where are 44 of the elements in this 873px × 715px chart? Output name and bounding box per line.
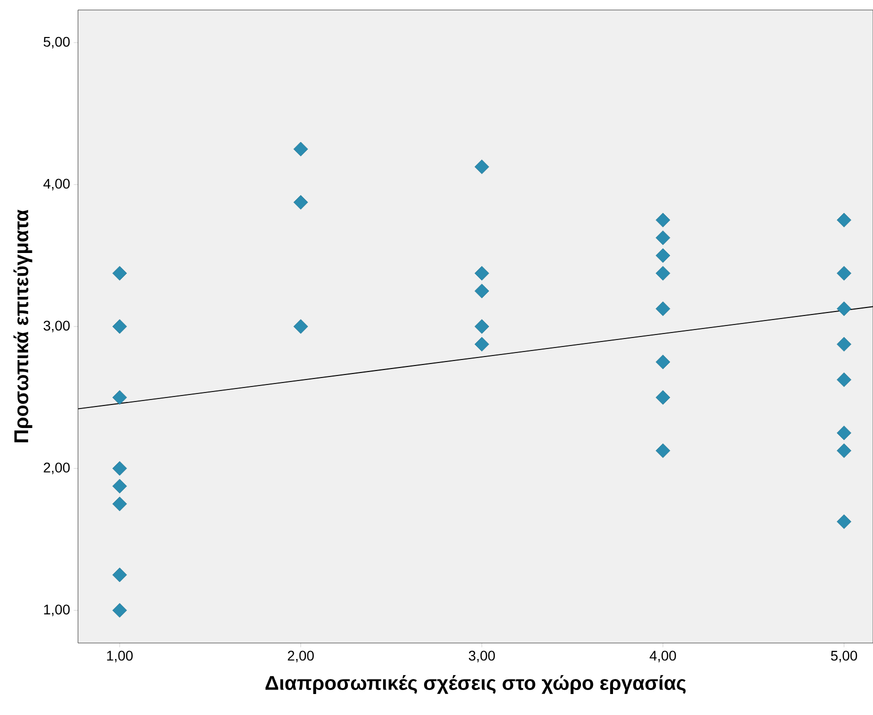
point — [474, 284, 490, 298]
point — [836, 336, 852, 352]
x-tick-label: 5,00 — [831, 650, 858, 662]
point — [656, 266, 670, 281]
point — [112, 496, 127, 512]
y-axis-title: Προσωπικά επιτεύγματα — [13, 210, 32, 442]
point — [836, 266, 852, 281]
point — [474, 319, 490, 334]
point — [112, 266, 127, 281]
point — [656, 354, 670, 370]
y-tick-label: 1,00 — [44, 604, 70, 616]
point — [656, 301, 670, 316]
y-tick-label: 3,00 — [44, 320, 70, 332]
point — [836, 426, 852, 440]
point — [836, 443, 852, 458]
x-axis-title: Διαπροσωπικές σχέσεις στο χώρο εργασίας — [265, 675, 686, 694]
point — [656, 230, 670, 246]
point — [112, 390, 127, 405]
point — [112, 319, 127, 334]
y-tick-label: 5,00 — [44, 36, 70, 48]
x-tick-label: 2,00 — [288, 650, 314, 662]
point — [474, 336, 490, 352]
point — [836, 301, 852, 316]
x-tick-label: 3,00 — [468, 650, 495, 662]
x-tick-label: 1,00 — [107, 650, 133, 662]
x-tick-label: 4,00 — [650, 650, 676, 662]
point — [293, 319, 308, 334]
point — [112, 603, 127, 618]
point — [112, 568, 127, 582]
point — [836, 212, 852, 228]
point — [656, 443, 670, 458]
point — [112, 461, 127, 476]
point — [293, 142, 308, 156]
point — [656, 212, 670, 228]
point — [293, 195, 308, 210]
point — [656, 248, 670, 263]
y-tick-label: 2,00 — [44, 462, 70, 474]
point — [836, 514, 852, 529]
point — [656, 390, 670, 405]
point — [474, 160, 490, 174]
point — [474, 266, 490, 281]
point — [836, 372, 852, 387]
y-tick-label: 4,00 — [43, 178, 70, 190]
point — [112, 478, 127, 494]
